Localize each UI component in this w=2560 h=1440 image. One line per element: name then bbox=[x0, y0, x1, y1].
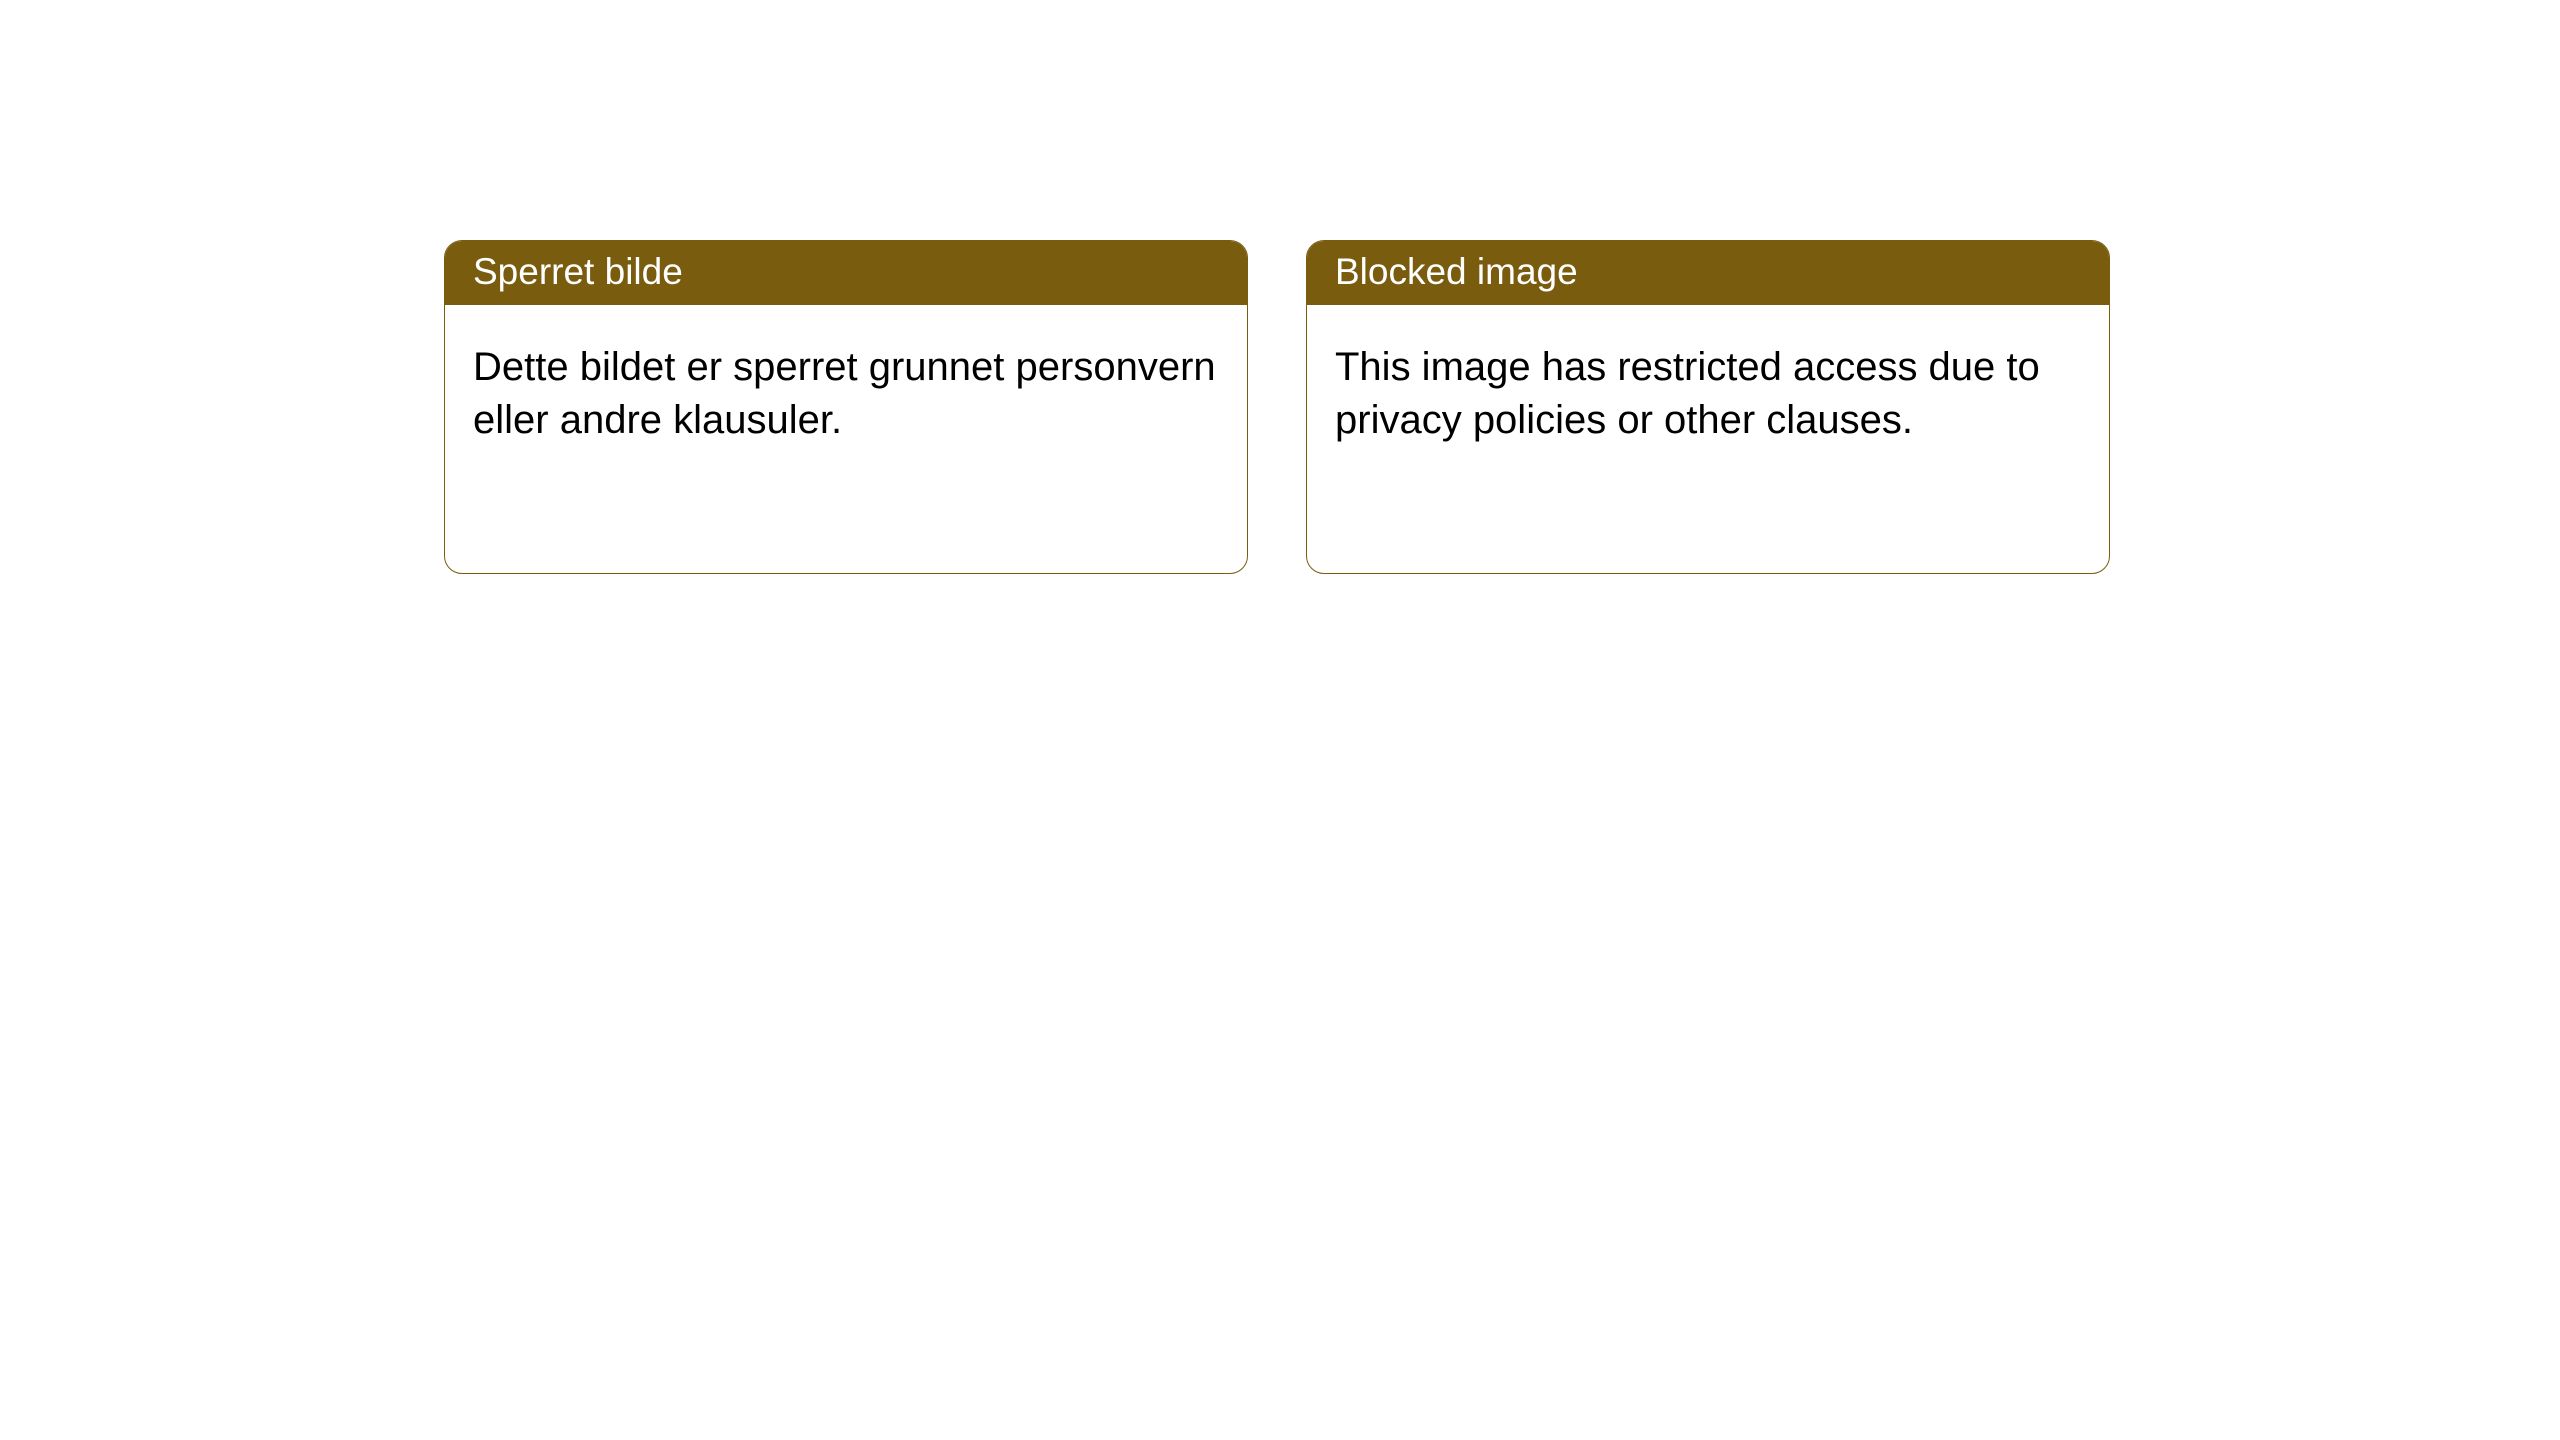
card-body-english: This image has restricted access due to … bbox=[1307, 305, 2109, 483]
blocked-image-cards: Sperret bilde Dette bildet er sperret gr… bbox=[444, 240, 2560, 574]
blocked-image-card-norwegian: Sperret bilde Dette bildet er sperret gr… bbox=[444, 240, 1248, 574]
card-title-norwegian: Sperret bilde bbox=[445, 241, 1247, 305]
card-body-norwegian: Dette bildet er sperret grunnet personve… bbox=[445, 305, 1247, 483]
blocked-image-card-english: Blocked image This image has restricted … bbox=[1306, 240, 2110, 574]
card-title-english: Blocked image bbox=[1307, 241, 2109, 305]
